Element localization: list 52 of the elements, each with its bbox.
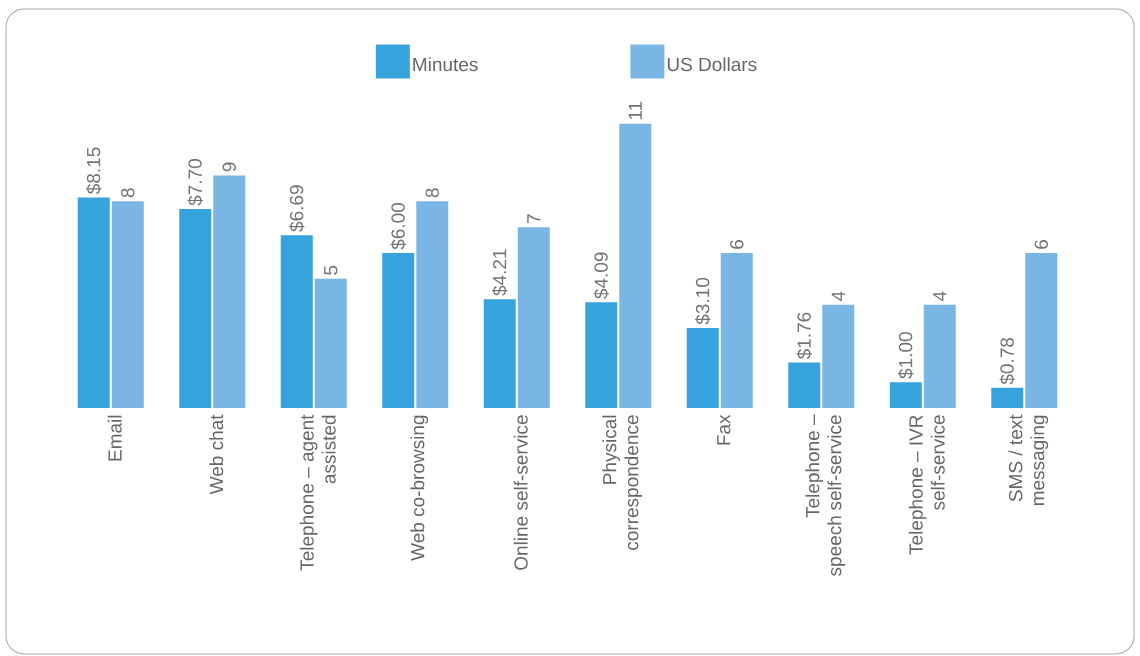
bar <box>1025 252 1058 408</box>
data-label: 7 <box>527 214 541 223</box>
data-label: $6.00 <box>390 202 406 250</box>
data-label: $8.15 <box>86 147 102 195</box>
legend-label: US Dollars <box>667 57 757 72</box>
bar <box>77 197 110 408</box>
x-tick-label: Web co-browsing <box>410 415 429 561</box>
bar <box>720 252 753 408</box>
bar <box>788 362 821 408</box>
data-label: 4 <box>933 291 947 302</box>
data-label: $7.70 <box>187 159 203 206</box>
bar <box>280 235 313 408</box>
data-label: $6.69 <box>289 185 305 232</box>
bar <box>686 327 719 408</box>
bar <box>991 387 1024 408</box>
x-tick-label: Physical correspondence <box>602 415 643 550</box>
bar <box>382 252 415 408</box>
x-tick-label: Telephone – speech self-service <box>805 414 846 576</box>
data-label: 8 <box>121 188 135 198</box>
bar <box>923 304 956 408</box>
x-tick-label: SMS / text messaging <box>1008 414 1049 506</box>
bar <box>585 302 618 408</box>
bar <box>517 227 550 408</box>
data-label: $4.21 <box>492 249 508 296</box>
x-tick-label: Telephone – agent assisted <box>299 414 336 571</box>
data-label: 6 <box>730 240 744 249</box>
data-label: $1.00 <box>898 332 914 379</box>
data-label: 6 <box>1034 240 1049 249</box>
x-tick-label: Telephone – IVR self-service <box>908 415 945 555</box>
data-label: $0.78 <box>999 337 1015 385</box>
bar <box>822 304 855 408</box>
bar <box>416 201 449 408</box>
x-tick-label: Web chat <box>209 414 224 495</box>
data-label: 11 <box>628 101 642 120</box>
bar <box>111 201 144 408</box>
data-label: 5 <box>324 265 338 275</box>
bar <box>889 382 922 408</box>
x-tick-label: Email <box>107 415 122 461</box>
data-label: $4.09 <box>593 252 609 299</box>
bar <box>179 209 212 408</box>
bar <box>483 299 516 408</box>
bar <box>213 175 246 408</box>
bar <box>314 278 347 408</box>
x-tick-label: Online self-service <box>513 415 528 570</box>
data-label: 9 <box>222 162 236 172</box>
data-label: $1.76 <box>796 312 812 360</box>
data-label: 4 <box>831 291 845 302</box>
data-label: $3.10 <box>695 277 711 325</box>
legend-label: Minutes <box>413 57 478 72</box>
x-tick-label: Fax <box>717 414 731 445</box>
data-label: 8 <box>425 188 439 198</box>
bar <box>619 123 652 408</box>
